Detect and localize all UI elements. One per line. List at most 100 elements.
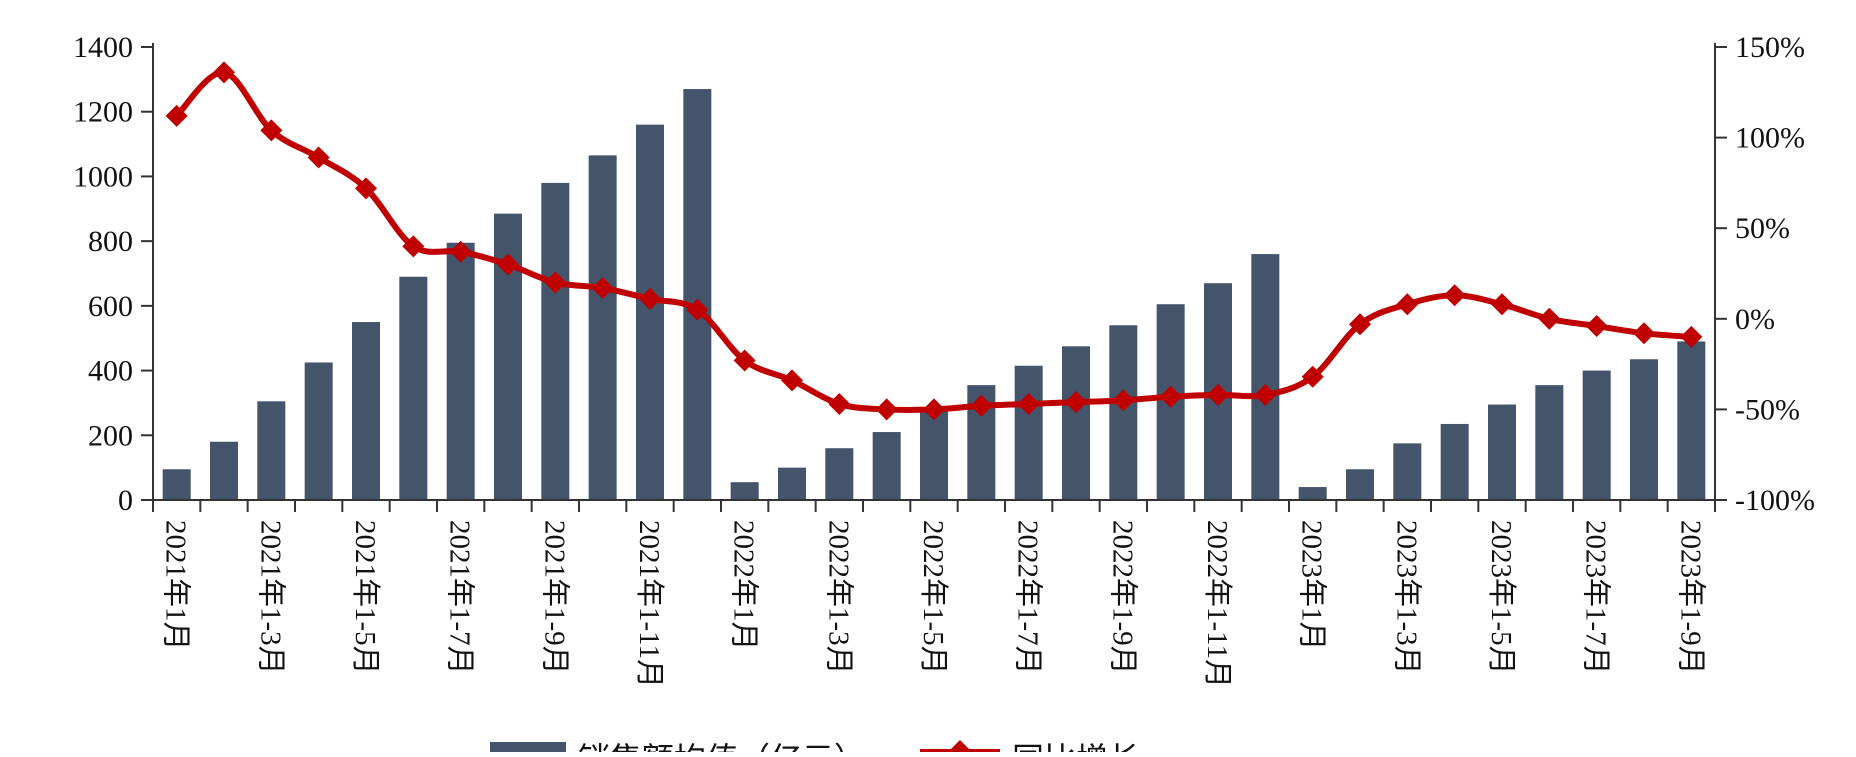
line-point <box>165 104 188 127</box>
line-point <box>355 177 377 200</box>
x-tick-label: 2023年1-7月 <box>1580 520 1613 675</box>
x-tick-label: 2022年1-3月 <box>822 520 855 675</box>
y-left-tick-label: 600 <box>88 290 133 323</box>
bar <box>257 401 286 500</box>
bar <box>730 482 759 500</box>
line-point <box>1396 293 1419 316</box>
x-tick-label: 2021年1-7月 <box>444 520 477 675</box>
x-tick-label: 2023年1-3月 <box>1390 520 1423 675</box>
bar <box>1298 487 1327 500</box>
bar <box>1346 469 1374 500</box>
y-left-tick-label: 200 <box>88 419 133 452</box>
legend-line-marker <box>948 740 972 757</box>
y-right-tick-label: 150% <box>1735 31 1805 64</box>
line-point <box>449 240 472 263</box>
x-tick-label: 2022年1-7月 <box>1012 520 1045 675</box>
bar <box>1109 325 1138 500</box>
bar <box>872 432 901 500</box>
y-right-tick-label: 100% <box>1735 122 1805 155</box>
legend-bar-swatch <box>490 742 566 757</box>
line-point <box>497 253 519 276</box>
bar <box>304 362 333 500</box>
line-point <box>639 287 661 310</box>
line-point <box>1112 389 1135 412</box>
line-point <box>213 61 235 84</box>
line-point <box>1491 293 1513 316</box>
bar <box>1677 341 1706 500</box>
line-point <box>544 271 567 294</box>
line-point <box>307 146 330 169</box>
bar <box>920 409 948 500</box>
x-tick-label: 2021年1-5月 <box>349 520 382 675</box>
bar <box>1393 443 1422 500</box>
line-point <box>733 349 756 372</box>
x-tick-label: 2021年1-3月 <box>254 520 287 675</box>
bars-layer <box>162 89 1706 501</box>
bar <box>1582 370 1611 500</box>
line-point <box>828 392 851 415</box>
bar <box>541 182 570 500</box>
bar <box>1014 365 1043 500</box>
x-tick-label: 2022年1-5月 <box>917 520 950 675</box>
line-point <box>875 398 898 421</box>
legend-bar-label: 销售额均值（亿元） <box>578 741 866 752</box>
line-point <box>1207 383 1229 406</box>
x-tick-label: 2022年1月 <box>728 520 761 651</box>
bar <box>588 155 617 500</box>
line-point <box>1159 385 1182 408</box>
line-point <box>1254 383 1277 406</box>
bar <box>1440 423 1469 500</box>
line-point <box>1065 391 1087 414</box>
line-point <box>970 394 993 417</box>
bar <box>1251 254 1280 500</box>
bar <box>778 467 806 500</box>
y-right-tick-label: -100% <box>1735 484 1815 517</box>
bar <box>683 89 712 501</box>
bar <box>636 124 664 501</box>
line-point <box>686 298 709 321</box>
bar <box>352 322 380 500</box>
line-layer <box>165 61 1703 421</box>
line-point <box>402 235 425 258</box>
x-tick-label: 2023年1-5月 <box>1485 520 1518 675</box>
x-tick-label: 2022年1-11月 <box>1201 520 1234 688</box>
x-tick-label: 2023年1月 <box>1296 520 1329 651</box>
line-point <box>1301 365 1324 388</box>
line-point <box>1017 392 1040 415</box>
axes-layer: 0 200 400 600 800 1000 1200 1400 -100% -50% 0% 50% 1… <box>73 31 1815 688</box>
line-point <box>1538 307 1561 330</box>
y-left-tick-label: 1200 <box>73 96 133 129</box>
line-point <box>1680 325 1703 348</box>
y-left-tick-label: 1000 <box>73 160 133 193</box>
bar <box>210 441 238 500</box>
bar <box>1488 404 1516 500</box>
bar <box>162 469 191 500</box>
legend: 销售额均值（亿元） 同比增长 <box>490 740 1140 757</box>
bar <box>825 448 854 500</box>
y-right-tick-label: -50% <box>1735 393 1800 426</box>
bar <box>399 276 428 500</box>
x-tick-label: 2022年1-9月 <box>1106 520 1139 675</box>
line-point <box>1633 322 1655 345</box>
line-point <box>923 398 945 421</box>
y-left-tick-label: 800 <box>88 225 133 258</box>
bar <box>1062 346 1090 500</box>
line-point <box>1443 284 1466 307</box>
x-tick-label: 2023年1-9月 <box>1674 520 1707 675</box>
bar <box>1535 385 1564 500</box>
bar <box>1630 359 1658 500</box>
line-point <box>591 276 614 299</box>
line-point <box>260 119 283 142</box>
y-left-tick-label: 1400 <box>73 31 133 64</box>
x-tick-label: 2021年1-11月 <box>633 520 666 688</box>
x-tick-label: 2021年1-9月 <box>538 520 571 675</box>
legend-line-label: 同比增长 <box>1012 741 1140 752</box>
y-left-tick-label: 0 <box>118 484 133 517</box>
line-point <box>1585 315 1608 338</box>
x-tick-label: 2021年1月 <box>160 520 193 651</box>
y-right-tick-label: 50% <box>1735 212 1790 245</box>
y-right-tick-label: 0% <box>1735 303 1775 336</box>
y-left-tick-label: 400 <box>88 355 133 388</box>
